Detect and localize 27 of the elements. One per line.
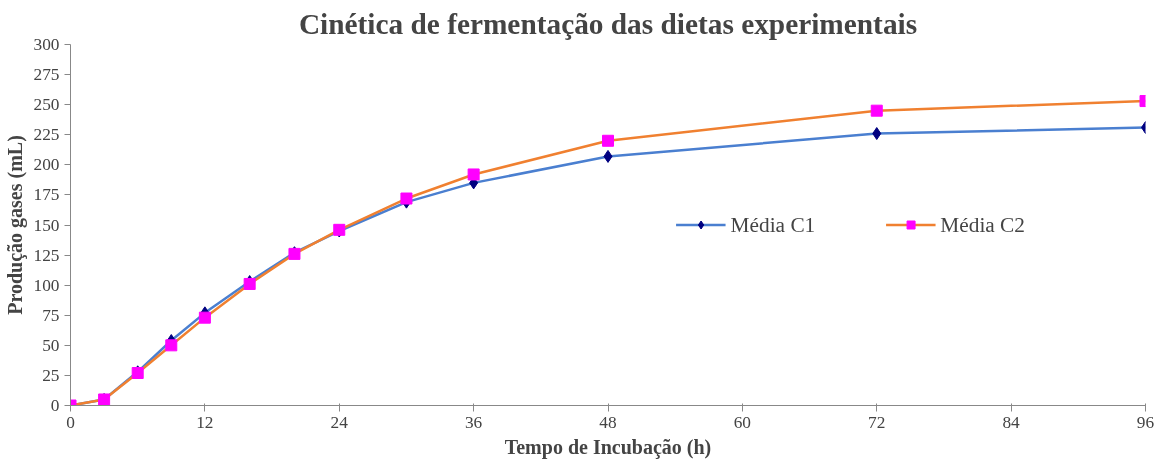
x-tick-label: 84 [1002, 412, 1021, 432]
x-tick-label: 72 [868, 412, 886, 432]
legend-label: Média C1 [730, 212, 816, 237]
x-tick-label: 60 [733, 412, 752, 432]
y-tick-label: 225 [33, 125, 60, 145]
y-axis-title: Produção gases (mL) [3, 135, 27, 315]
x-tick-label: 0 [66, 412, 75, 432]
y-tick-label: 50 [42, 335, 60, 355]
x-tick-label: 96 [1136, 412, 1155, 432]
y-tick-label: 250 [33, 95, 60, 115]
y-tick-label: 75 [42, 305, 60, 325]
x-axis-title: Tempo de Incubação (h) [504, 435, 712, 459]
y-tick-label: 175 [33, 185, 60, 205]
x-tick-label: 48 [599, 412, 617, 432]
y-tick-label: 125 [33, 245, 60, 265]
y-tick-label: 25 [42, 365, 60, 385]
x-tick-label: 24 [330, 412, 349, 432]
y-tick-label: 0 [50, 396, 60, 415]
y-tick-label: 300 [33, 35, 60, 54]
y-tick-label: 200 [33, 155, 60, 175]
y-tick-label: 275 [33, 65, 60, 85]
x-tick-label: 36 [464, 412, 483, 432]
y-tick-label: 100 [33, 275, 60, 295]
x-tick-label: 12 [196, 412, 214, 432]
y-tick-label: 150 [33, 215, 60, 235]
legend-label: Média C2 [940, 212, 1025, 237]
chart-title: Cinética de fermentação das dietas experimentais [298, 7, 918, 40]
